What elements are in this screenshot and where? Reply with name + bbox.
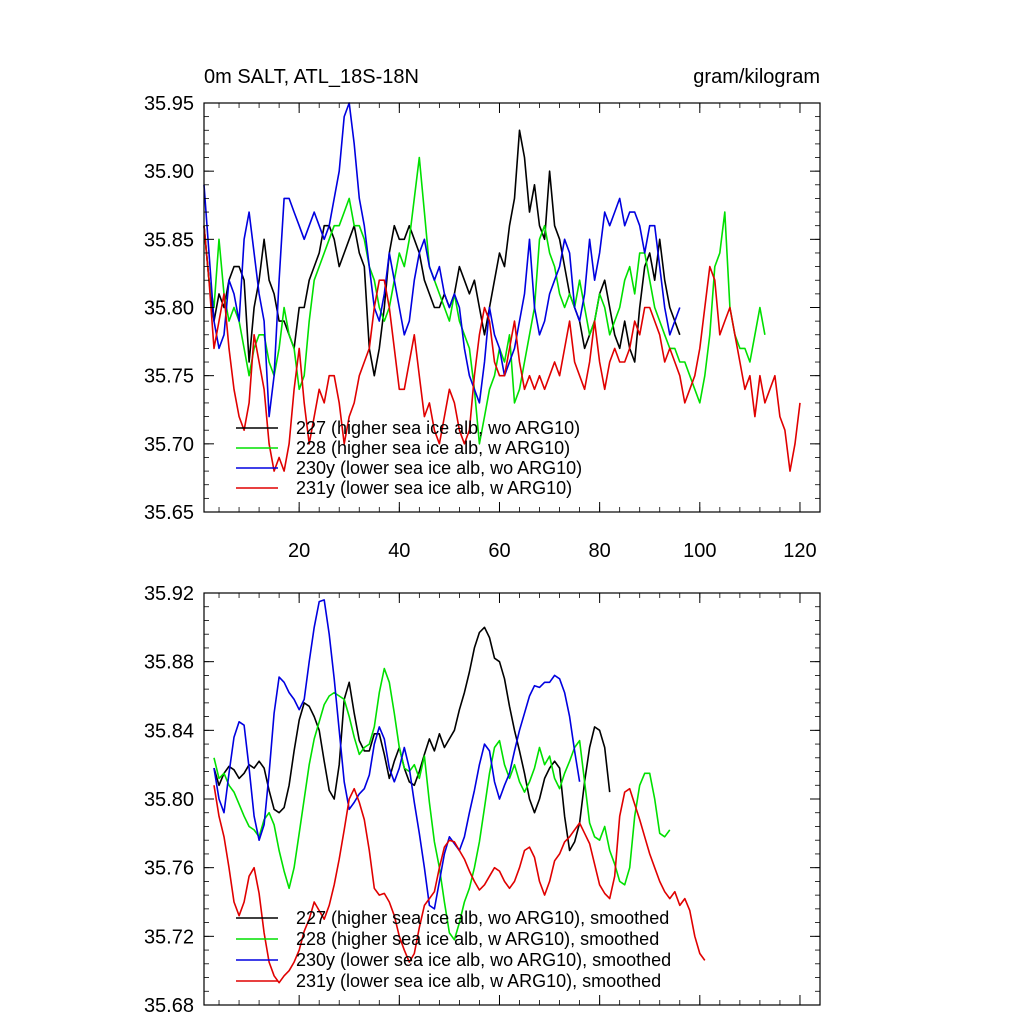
top-x-tick-label: 60 <box>488 540 510 562</box>
bottom-series-line-1 <box>213 667 671 941</box>
top-legend-label-2: 230y (lower sea ice alb, wo ARG10) <box>296 458 582 478</box>
top-series-line-1 <box>203 156 766 445</box>
top-x-tick-label: 40 <box>388 540 410 562</box>
top-y-tick-label: 35.80 <box>144 298 194 320</box>
bottom-y-tick-label: 35.84 <box>144 720 194 742</box>
top-series-line-3 <box>203 225 801 472</box>
top-x-tick-label: 80 <box>589 540 611 562</box>
bottom-y-tick-label: 35.68 <box>144 995 194 1017</box>
bottom-series-line-2 <box>213 599 581 910</box>
bottom-legend-label-1: 228 (higher sea ice alb, w ARG10), smoot… <box>296 929 659 949</box>
bottom-y-tick-label: 35.92 <box>144 583 194 605</box>
bottom-y-tick-label: 35.80 <box>144 789 194 811</box>
top-legend-label-0: 227 (higher sea ice alb, wo ARG10) <box>296 418 580 438</box>
top-y-tick-label: 35.85 <box>144 229 194 251</box>
bottom-series-line-3 <box>213 785 706 984</box>
bottom-axis-layer: 35.68 35.72 35.76 35.80 35.84 35.88 35.92 <box>144 583 821 1017</box>
top-y-tick-label: 35.70 <box>144 434 194 456</box>
top-x-tick-label: 100 <box>683 540 716 562</box>
bottom-series-layer <box>213 599 706 984</box>
bottom-series-line-0 <box>213 626 611 852</box>
top-x-tick-label: 20 <box>288 540 310 562</box>
top-series-line-2 <box>203 102 681 418</box>
top-legend: 227 (higher sea ice alb, wo ARG10)228 (h… <box>236 418 582 498</box>
bottom-legend: 227 (higher sea ice alb, wo ARG10), smoo… <box>236 908 671 991</box>
bottom-legend-label-3: 231y (lower sea ice alb, w ARG10), smoot… <box>296 971 661 991</box>
top-x-tick-label: 120 <box>783 540 816 562</box>
bottom-legend-label-0: 227 (higher sea ice alb, wo ARG10), smoo… <box>296 908 669 928</box>
bottom-panel: 35.68 35.72 35.76 35.80 35.84 35.88 35.92 227 … <box>144 583 821 1017</box>
top-y-tick-label: 35.65 <box>144 502 194 524</box>
top-chart-units: gram/kilogram <box>693 66 820 88</box>
bottom-y-tick-label: 35.72 <box>144 926 194 948</box>
top-y-tick-label: 35.90 <box>144 161 194 183</box>
top-chart-title: 0m SALT, ATL_18S-18N <box>204 66 419 88</box>
bottom-legend-label-2: 230y (lower sea ice alb, wo ARG10), smoo… <box>296 950 671 970</box>
top-axis-layer: 35.65 35.70 35.75 35.80 35.85 35.90 35.95 20 40 6… <box>144 93 821 562</box>
top-y-tick-label: 35.95 <box>144 93 194 115</box>
top-plot-frame <box>203 102 821 513</box>
top-legend-label-1: 228 (higher sea ice alb, w ARG10) <box>296 438 570 458</box>
top-legend-label-3: 231y (lower sea ice alb, w ARG10) <box>296 478 572 498</box>
bottom-y-tick-label: 35.88 <box>144 652 194 674</box>
top-y-tick-label: 35.75 <box>144 366 194 388</box>
top-panel: 0m SALT, ATL_18S-18N gram/kilogram 35.65… <box>144 66 821 562</box>
bottom-y-tick-label: 35.76 <box>144 858 194 880</box>
bottom-plot-frame <box>203 592 821 1006</box>
top-series-layer <box>203 102 801 472</box>
